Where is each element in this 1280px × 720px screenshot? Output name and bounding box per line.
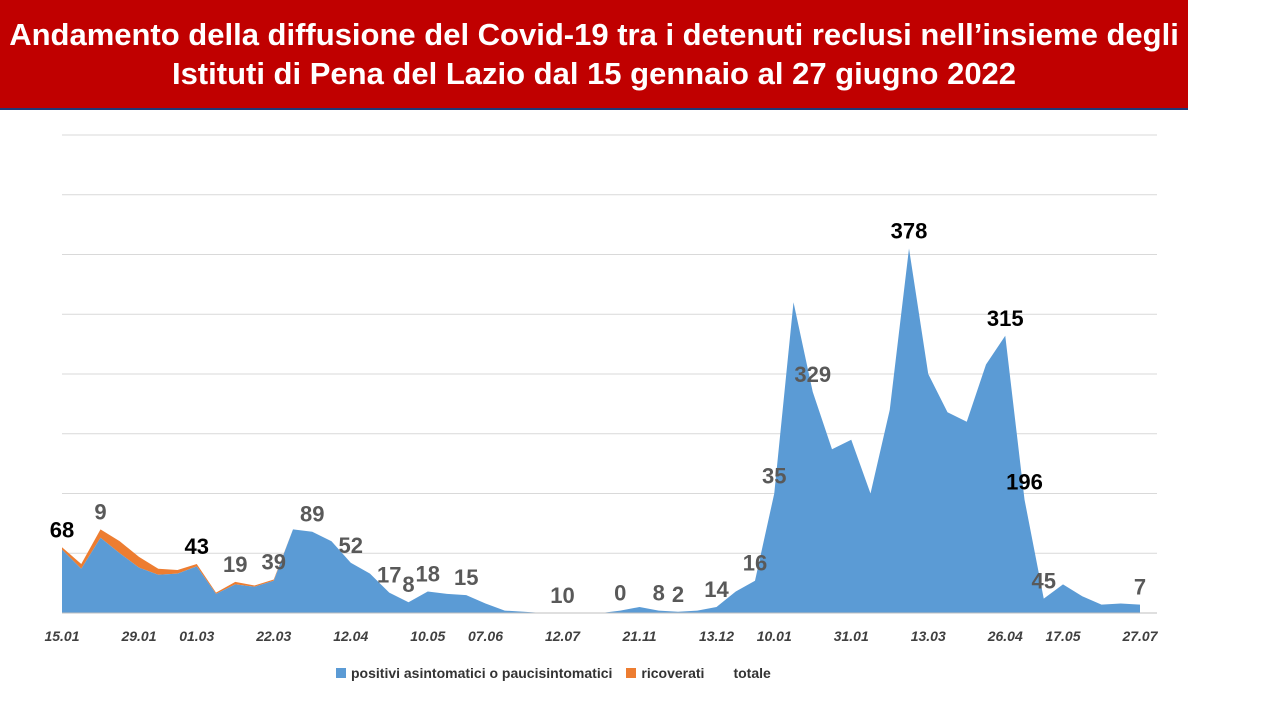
x-tick-label: 10.05 <box>410 628 445 644</box>
data-label: 43 <box>185 534 209 559</box>
x-tick-label: 17.05 <box>1045 628 1080 644</box>
x-tick-label: 15.01 <box>44 628 79 644</box>
data-label: 18 <box>416 561 440 586</box>
x-tick-label: 27.07 <box>1121 628 1158 644</box>
data-label: 7 <box>1134 575 1146 600</box>
data-label: 315 <box>987 306 1024 331</box>
legend-label-totale: totale <box>733 665 771 681</box>
legend-swatch-ricoverati <box>626 668 637 678</box>
legend-swatch-totale <box>718 668 728 678</box>
x-tick-label: 29.01 <box>120 628 156 644</box>
data-label: 0 <box>614 581 626 606</box>
data-label: 8 <box>402 572 414 597</box>
x-tick-label: 10.01 <box>757 628 792 644</box>
area-chart: 15.01 29.01 01.03 22.03 12.04 10.05 07.06 12.07… <box>44 134 1159 644</box>
data-label: 8 <box>653 581 665 606</box>
legend-item-totale: totale <box>718 665 770 681</box>
data-label: 39 <box>262 550 286 575</box>
data-label: 89 <box>300 502 324 527</box>
legend-label-positivi: positivi asintomatici o paucisintomatici <box>351 665 613 681</box>
data-label: 2 <box>672 582 684 607</box>
data-label: 329 <box>794 362 831 387</box>
x-tick-label: 22.03 <box>255 628 291 644</box>
data-label: 196 <box>1006 469 1043 494</box>
x-tick-label: 07.06 <box>468 628 503 644</box>
x-tick-label: 01.03 <box>179 628 214 644</box>
x-tick-label: 12.07 <box>545 628 581 644</box>
data-label: 45 <box>1032 569 1056 594</box>
x-tick-label: 13.03 <box>911 628 946 644</box>
data-label: 19 <box>223 552 247 577</box>
data-label: 378 <box>891 219 928 244</box>
x-tick-label: 12.04 <box>333 628 368 644</box>
data-label: 16 <box>743 551 767 576</box>
x-tick-label: 26.04 <box>987 628 1023 644</box>
x-tick-label: 31.01 <box>834 628 869 644</box>
data-label: 15 <box>454 565 478 590</box>
legend-swatch-positivi <box>336 668 346 678</box>
data-label: 10 <box>550 583 574 608</box>
x-tick-label: 13.12 <box>699 628 734 644</box>
chart-title: Andamento della diffusione del Covid-19 … <box>9 17 1179 91</box>
data-label: 68 <box>50 517 74 542</box>
legend-label-ricoverati: ricoverati <box>641 665 705 681</box>
x-tick-label: 21.11 <box>622 628 657 644</box>
legend-item-positivi: positivi asintomatici o paucisintomatici <box>336 665 612 681</box>
data-label: 52 <box>339 533 363 558</box>
chart-legend: positivi asintomatici o paucisintomatici… <box>336 665 771 681</box>
data-label: 14 <box>704 577 729 602</box>
title-banner: Andamento della diffusione del Covid-19 … <box>0 0 1188 110</box>
legend-item-ricoverati: ricoverati <box>626 665 704 681</box>
data-label: 35 <box>762 464 786 489</box>
data-label: 17 <box>377 563 401 588</box>
series-area-positivi <box>62 248 1140 613</box>
data-label: 9 <box>94 499 106 524</box>
